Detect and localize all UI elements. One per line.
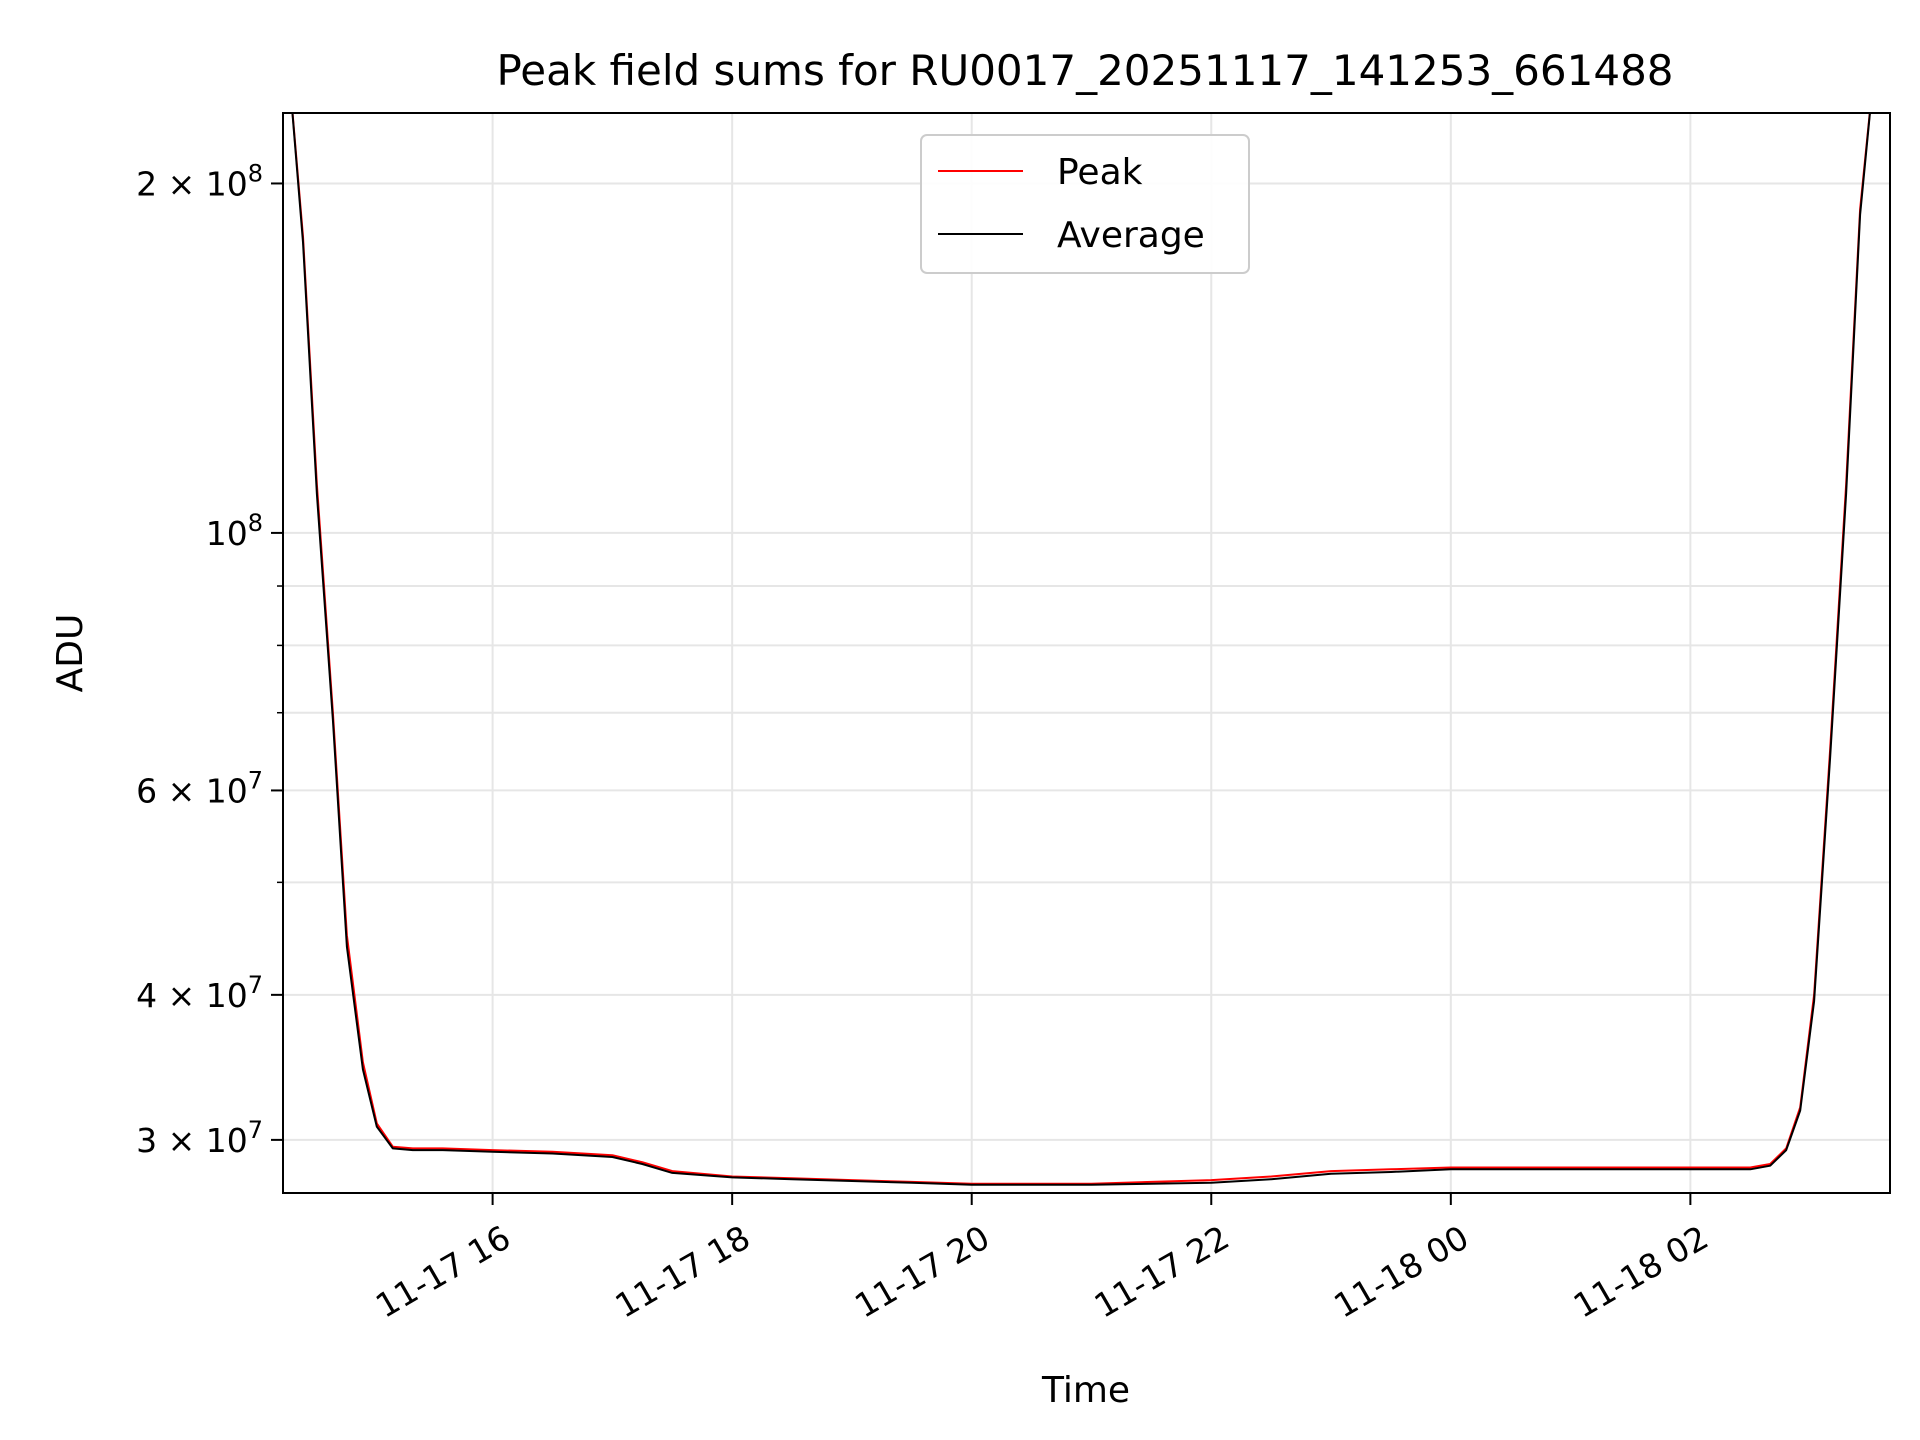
y-tick-exponent: 7	[248, 971, 263, 999]
y-tick-label: 2 × 108	[136, 159, 263, 203]
y-axis-label: ADU	[50, 614, 91, 693]
y-axis-ticks: 3 × 107 4 × 107 6 × 107 108 2 × 108	[136, 159, 283, 1160]
legend-label-peak: Peak	[1057, 152, 1143, 193]
plot-frame	[282, 112, 1891, 1194]
y-tick-label: 108	[206, 509, 263, 553]
x-axis-label: Time	[1041, 1370, 1130, 1411]
y-tick-label: 3 × 107	[136, 1116, 263, 1160]
chart-title: Peak field sums for RU0017_20251117_1412…	[496, 46, 1673, 95]
y-tick-label: 6 × 107	[136, 766, 263, 810]
legend-label-average: Average	[1057, 215, 1205, 256]
y-tick-exponent: 8	[248, 159, 263, 187]
y-tick-label: 4 × 107	[136, 971, 263, 1015]
legend: Peak Average	[920, 134, 1250, 274]
legend-box	[920, 134, 1250, 274]
series-line-average	[291, 113, 1871, 1186]
series-lines	[291, 113, 1871, 1186]
y-tick-exponent: 7	[248, 1116, 263, 1144]
y-tick-exponent: 7	[248, 766, 263, 794]
y-tick-exponent: 8	[248, 509, 263, 537]
